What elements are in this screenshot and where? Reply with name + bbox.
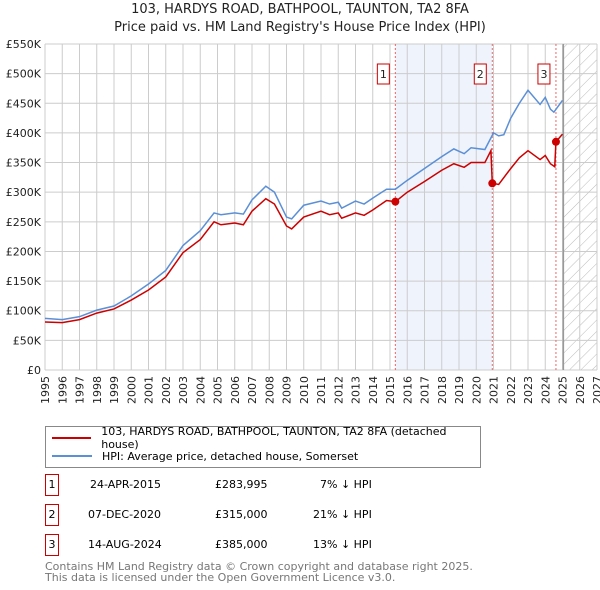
x-tick-label: 2019 [453,376,466,404]
sale-label-box [473,63,487,85]
x-tick-label: 2020 [470,376,483,404]
sale-price: £283,995 [215,478,268,491]
footer-licence: This data is licensed under the Open Gov… [45,571,396,584]
x-tick-label: 2026 [574,376,587,404]
x-tick-label: 1996 [56,376,69,404]
sale-label: 1 [380,68,387,81]
x-tick-label: 2024 [539,376,552,404]
shaded-region [395,44,493,370]
y-tick-label: £450K [6,97,42,110]
sale-marker: 2 [45,504,59,526]
x-tick-label: 2018 [436,376,449,404]
x-tick-label: 1998 [91,376,104,404]
footer: Contains HM Land Registry data © Crown c… [45,561,473,583]
x-tick-label: 2013 [350,376,363,404]
footer-copyright: Contains HM Land Registry data © Crown c… [45,560,473,573]
y-tick-label: £0 [27,364,41,377]
sale-label-box [537,63,551,85]
sale-point [551,137,560,146]
x-tick-label: 2001 [143,376,156,404]
x-tick-label: 2009 [281,376,294,404]
legend-item-property: 103, HARDYS ROAD, BATHPOOL, TAUNTON, TA2… [52,425,480,451]
sale-point [488,179,497,188]
y-tick-label: £300K [6,186,42,199]
sale-label-box [376,63,390,85]
y-tick-label: £150K [6,275,42,288]
y-tick-label: £200K [6,245,42,258]
x-tick-label: 2025 [557,376,570,404]
price-paid-line [44,133,564,324]
x-tick-label: 1999 [108,376,121,404]
x-tick-label: 2005 [212,376,225,404]
sale-delta: 7% ↓ HPI [320,478,372,491]
x-tick-label: 1995 [39,376,52,404]
sale-row: 2 07-DEC-2020 £315,000 21% ↓ HPI [45,504,445,526]
sale-date: 24-APR-2015 [90,478,162,491]
sale-date: 07-DEC-2020 [88,508,162,521]
x-tick-label: 2027 [591,376,600,404]
x-tick-label: 2021 [488,376,501,404]
x-tick-label: 2023 [522,376,535,404]
x-tick-label: 2002 [160,376,173,404]
legend: 103, HARDYS ROAD, BATHPOOL, TAUNTON, TA2… [45,425,481,468]
x-tick-label: 2007 [246,376,259,404]
legend-item-hpi: HPI: Average price, detached house, Some… [52,448,358,464]
x-tick-label: 2011 [315,376,328,404]
sale-date: 14-AUG-2024 [88,538,162,551]
x-tick-label: 2022 [505,376,518,404]
x-tick-label: 2004 [194,376,207,404]
x-tick-label: 2015 [384,376,397,404]
sale-price: £315,000 [215,508,268,521]
y-tick-label: £100K [6,305,42,318]
legend-label: 103, HARDYS ROAD, BATHPOOL, TAUNTON, TA2… [101,425,447,451]
y-tick-label: £400K [6,127,42,140]
chart-title: 103, HARDYS ROAD, BATHPOOL, TAUNTON, TA2… [131,2,469,17]
x-tick-label: 2014 [367,376,380,404]
sale-label: 3 [540,68,547,81]
x-tick-label: 2016 [401,376,414,404]
sale-row: 3 14-AUG-2024 £385,000 13% ↓ HPI [45,534,445,556]
x-tick-label: 2017 [419,376,432,404]
sale-delta: 13% ↓ HPI [313,538,372,551]
hpi-line [44,88,564,321]
y-tick-label: £500K [6,68,42,81]
sale-delta: 21% ↓ HPI [313,508,372,521]
sale-label: 2 [477,68,484,81]
sale-point [391,197,400,206]
chart-subtitle: Price paid vs. HM Land Registry's House … [114,20,486,35]
price-chart: 1995 1996 1997 1998 1999 2000 2001 2002 2003 2004… [6,38,600,404]
x-tick-label: 2006 [229,376,242,404]
x-tick-label: 1997 [74,376,87,404]
x-tick-label: 2000 [125,376,138,404]
sale-row: 1 24-APR-2015 £283,995 7% ↓ HPI [45,474,445,496]
sale-price: £385,000 [215,538,268,551]
y-tick-label: £50K [13,334,42,347]
x-tick-label: 2003 [177,376,190,404]
y-tick-label: £250K [6,216,42,229]
sale-marker: 1 [45,474,59,496]
x-tick-label: 2012 [332,376,345,404]
y-tick-label: £550K [6,38,42,51]
sale-marker: 3 [45,534,59,556]
x-tick-label: 2008 [263,376,276,404]
legend-label: HPI: Average price, detached house, Some… [102,449,359,463]
y-tick-label: £350K [6,157,42,170]
x-tick-label: 2010 [298,376,311,404]
